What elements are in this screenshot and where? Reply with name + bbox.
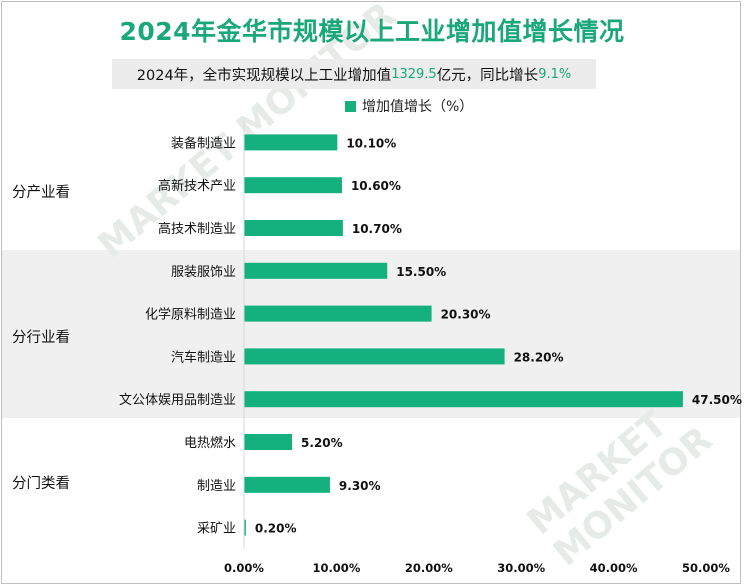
chart-title: 2024年金华市规模以上工业增加值增长情况: [119, 17, 625, 46]
category-label: 采矿业: [197, 522, 236, 537]
legend: 增加值增长（%）: [345, 96, 473, 116]
subtitle-middle: 亿元，同比增长: [436, 67, 539, 84]
category-label: 电热燃水: [184, 435, 236, 451]
category-label: 汽车制造业: [171, 349, 236, 365]
value-label: 9.30%: [339, 479, 381, 493]
subtitle-growth: 9.1%: [538, 66, 572, 82]
value-label: 10.10%: [346, 136, 396, 150]
bars-layer: 装备制造业 10.10% 高新技术产业 10.60% 高技术制造业 10.70% 服装服饰业…: [119, 121, 742, 575]
subtitle-prefix: 2024年，全市实现规模以上工业增加值: [136, 67, 392, 84]
bar: [244, 476, 330, 493]
legend-label: 增加值增长（%）: [362, 99, 474, 115]
group-label-industry: 分行业看: [12, 330, 70, 346]
bar: [244, 134, 338, 151]
value-label: 10.70%: [352, 222, 402, 236]
x-tick-label: 20.00%: [405, 561, 453, 575]
category-label: 服装服饰业: [171, 265, 236, 280]
value-label: 28.20%: [514, 350, 564, 364]
bar: [244, 220, 343, 236]
subtitle-value: 1329.5: [391, 66, 437, 82]
x-tick-label: 30.00%: [497, 561, 545, 575]
legend-swatch: [345, 100, 356, 112]
category-label: 高技术制造业: [158, 221, 236, 237]
bar: [244, 262, 388, 279]
bar: [244, 434, 293, 450]
category-label: 文公体娱用品制造业: [119, 393, 236, 408]
value-label: 20.30%: [441, 308, 491, 322]
bar: [244, 348, 505, 365]
bar: [244, 305, 432, 322]
bar: [244, 177, 342, 194]
value-label: 5.20%: [301, 436, 343, 450]
x-tick-label: 0.00%: [224, 561, 264, 575]
x-tick-label: 50.00%: [682, 561, 730, 575]
value-label: 47.50%: [692, 393, 742, 407]
subtitle: 2024年，全市实现规模以上工业增加值 1329.5 亿元，同比增长 9.1%: [112, 59, 596, 89]
category-label: 高新技术产业: [158, 178, 236, 194]
bar: [244, 519, 246, 536]
x-tick-label: 40.00%: [590, 561, 638, 575]
category-label: 装备制造业: [171, 135, 236, 151]
x-tick-label: 10.00%: [312, 561, 360, 575]
bar: [244, 391, 683, 408]
category-label: 制造业: [197, 479, 236, 494]
group-label-category: 分门类看: [12, 476, 70, 492]
value-label: 0.20%: [255, 522, 297, 536]
category-label: 化学原料制造业: [145, 307, 236, 323]
value-label: 15.50%: [396, 265, 446, 279]
group-label-sector: 分产业看: [12, 185, 70, 201]
value-label: 10.60%: [351, 179, 401, 193]
